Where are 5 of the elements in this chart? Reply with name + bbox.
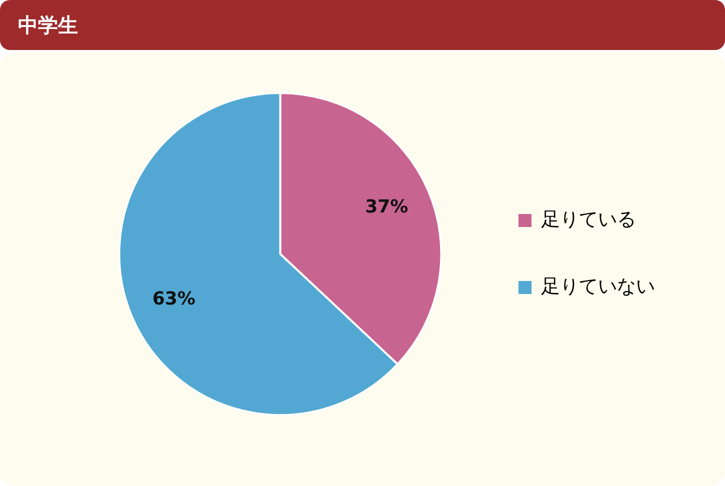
data-label: 63% [152, 288, 196, 310]
chart-title: 中学生 [0, 0, 725, 50]
legend-label: 足りている [541, 208, 636, 230]
legend-label: 足りていない [541, 275, 655, 298]
data-label: 37% [365, 196, 408, 218]
